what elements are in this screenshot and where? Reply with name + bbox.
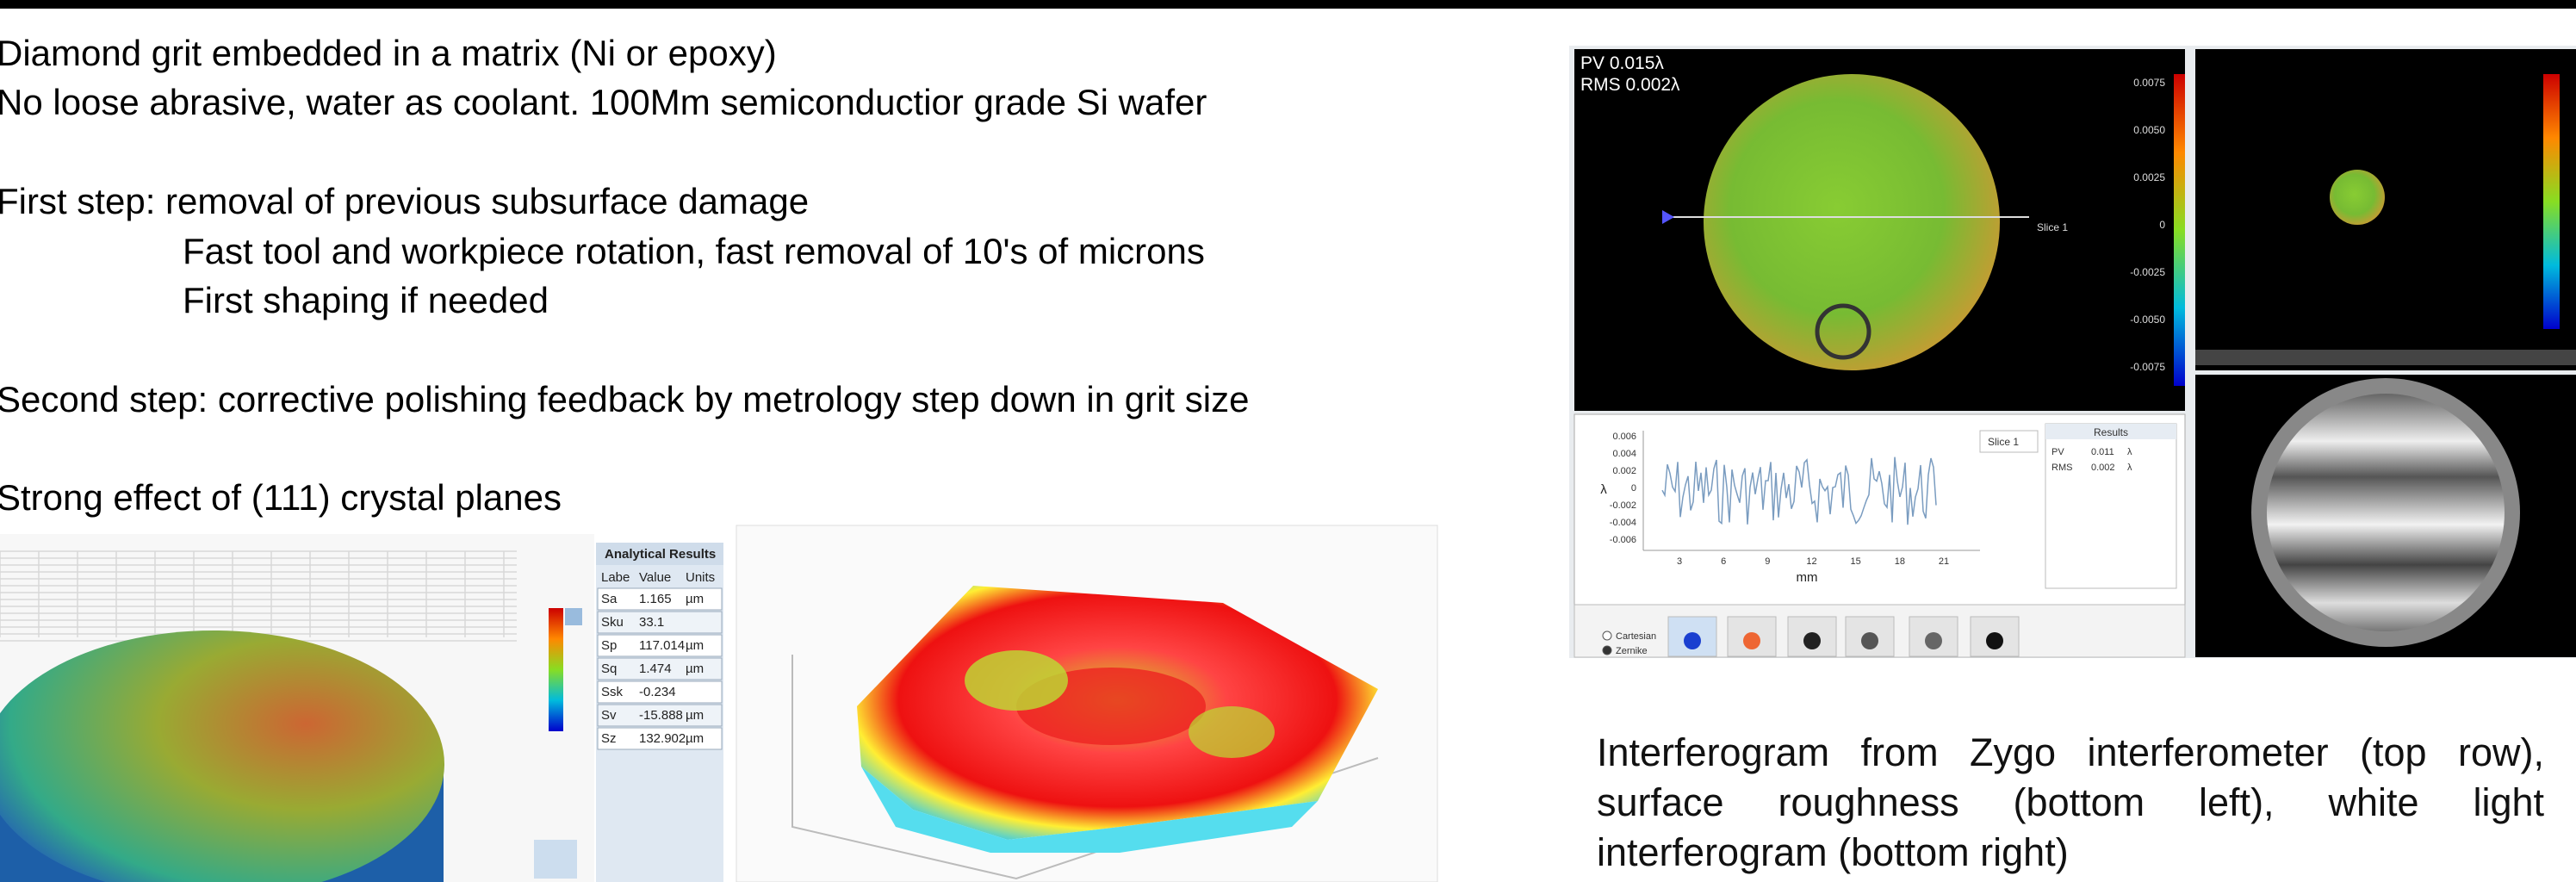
toolbar-icon — [1743, 632, 1760, 649]
colorbar-label: -0.0050 — [2130, 314, 2165, 326]
text-line: No loose abrasive, water as coolant. 100… — [0, 82, 1207, 122]
x-tick-label: 6 — [1721, 556, 1726, 567]
toolbar-icon — [1861, 632, 1878, 649]
table-cell: 132.902 — [639, 731, 686, 746]
colorbar-label: 0.0050 — [2133, 124, 2165, 136]
rms-label: RMS 0.002λ — [1580, 75, 1680, 95]
toolbar-icon — [1986, 632, 2003, 649]
table-header: Labe — [601, 570, 630, 585]
results-cell: 0.011 — [2091, 447, 2114, 457]
results-cell: λ — [2127, 447, 2132, 457]
toolbar-icon — [1925, 632, 1942, 649]
radio-button — [1603, 631, 1611, 640]
table-cell: Sq — [601, 662, 617, 676]
colorbar-label: -0.0075 — [2130, 361, 2165, 373]
text-line: First shaping if needed — [183, 280, 549, 320]
results-cell: PV — [2051, 447, 2064, 457]
table-cell: Sku — [601, 615, 624, 630]
slice-label: Slice 1 — [2037, 221, 2068, 233]
table-cell: µm — [686, 731, 704, 746]
table-header: Value — [639, 570, 671, 585]
toolbar-icon — [1803, 632, 1821, 649]
colorbar-label: 0 — [2159, 219, 2165, 231]
table-cell: Sz — [601, 731, 617, 746]
table-cell: 1.165 — [639, 592, 672, 606]
radio-button — [1603, 646, 1611, 655]
legend-entry: Slice 1 — [1988, 436, 2019, 448]
text-line: Second step: corrective polishing feedba… — [0, 379, 1249, 419]
x-label: mm — [1797, 570, 1818, 585]
toolbar-icon — [1684, 632, 1701, 649]
table-cell: 33.1 — [639, 615, 664, 630]
y-tick-label: 0.006 — [1612, 432, 1636, 442]
table-cell: µm — [686, 638, 704, 653]
table-cell: 1.474 — [639, 662, 672, 676]
text-line: First step: removal of previous subsurfa… — [0, 181, 809, 221]
radio-label: Zernike — [1616, 646, 1648, 656]
table-cell: 117.014 — [639, 638, 685, 653]
table-cell: Sv — [601, 708, 617, 723]
table-cell: Sa — [601, 592, 618, 606]
top-bar — [0, 0, 2576, 9]
table-title: Analytical Results — [605, 547, 716, 562]
surface-3d — [736, 525, 1437, 882]
radio-label: Cartesian — [1616, 631, 1656, 642]
y-tick-label: 0 — [1631, 483, 1636, 494]
table-cell: -15.888 — [639, 708, 683, 723]
text-line: Fast tool and workpiece rotation, fast r… — [183, 231, 1205, 271]
y-tick-label: 0.002 — [1612, 466, 1636, 476]
y-tick-label: -0.004 — [1610, 518, 1636, 528]
interferometer-panel: Slice 1 PV 0.015λ RMS 0.002λ 0.00750.005… — [1569, 46, 2576, 658]
table-header: Units — [686, 570, 715, 585]
pv-label: PV 0.015λ — [1580, 53, 1664, 73]
y-tick-label: 0.004 — [1612, 449, 1636, 459]
colorbar-label: 0.0075 — [2133, 77, 2165, 89]
results-cell: RMS — [2051, 463, 2072, 473]
table-cell: µm — [686, 592, 704, 606]
x-tick-label: 15 — [1851, 556, 1861, 567]
x-tick-label: 3 — [1677, 556, 1682, 567]
x-tick-label: 18 — [1895, 556, 1905, 567]
x-tick-label: 21 — [1939, 556, 1949, 567]
results-title: Results — [2094, 426, 2128, 438]
analytical-table: Analytical Results Labe Value Units Sa 1.165… — [596, 543, 723, 882]
results-cell: λ — [2127, 463, 2132, 473]
results-cell: 0.002 — [2091, 463, 2115, 473]
table-cell: µm — [686, 708, 704, 723]
table-cell: Ssk — [601, 685, 624, 699]
colorbar-label: -0.0025 — [2130, 266, 2165, 278]
table-cell: Sp — [601, 638, 617, 653]
y-tick-label: -0.006 — [1610, 535, 1636, 545]
colorbar-label: 0.0025 — [2133, 171, 2165, 183]
table-cell: -0.234 — [639, 685, 676, 699]
table-cell: µm — [686, 662, 704, 676]
caption: Interferogram from Zygo interferometer (… — [1597, 728, 2544, 878]
y-label: λ — [1600, 482, 1607, 497]
text-line: Diamond grit embedded in a matrix (Ni or… — [0, 33, 777, 73]
slide: Diamond grit embedded in a matrix (Ni or… — [0, 0, 2576, 882]
roughness-3d — [0, 534, 594, 882]
y-tick-label: -0.002 — [1610, 500, 1636, 511]
x-tick-label: 12 — [1806, 556, 1816, 567]
x-tick-label: 9 — [1765, 556, 1770, 567]
text-line: Strong effect of (111) crystal planes — [0, 477, 562, 518]
